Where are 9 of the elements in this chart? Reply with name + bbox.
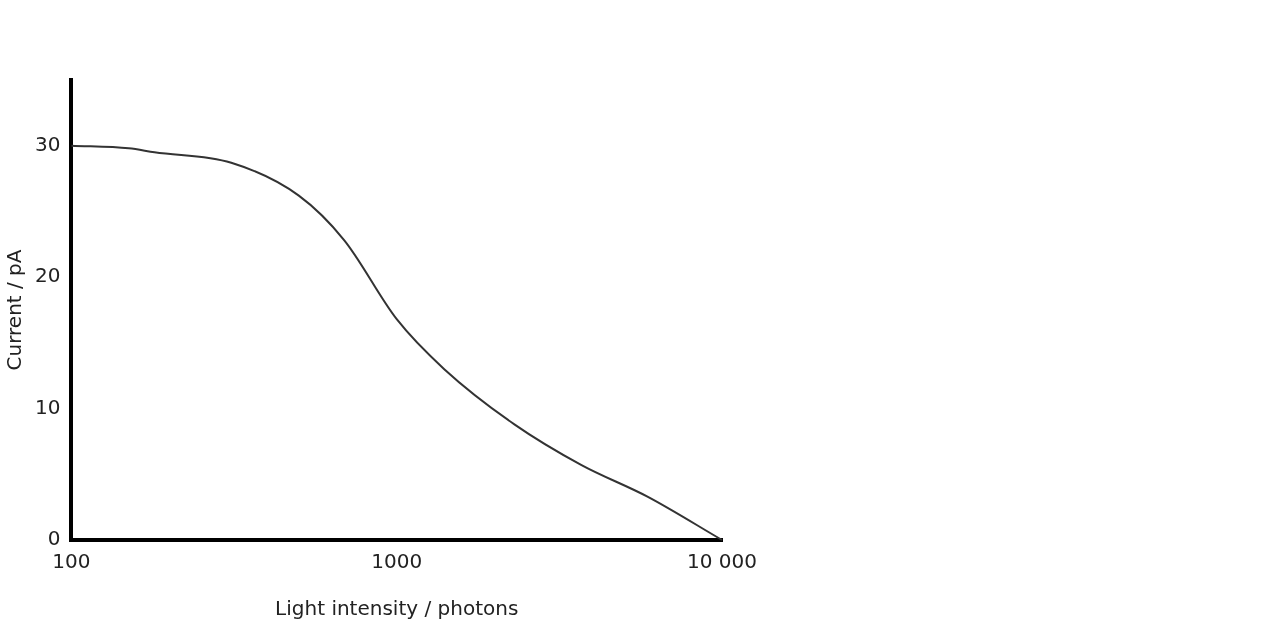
y-tick-label: 20	[35, 263, 61, 288]
x-tick-label: 10 000	[687, 549, 757, 574]
x-axis-title: Light intensity / photons	[275, 596, 519, 621]
y-axis-title: Current / pA	[2, 249, 27, 371]
y-tick-label: 30	[35, 131, 61, 156]
x-tick-label: 1000	[371, 549, 423, 574]
y-tick-label: 0	[47, 526, 61, 551]
x-tick-label: 100	[52, 549, 91, 574]
y-tick-label: 10	[35, 394, 61, 419]
